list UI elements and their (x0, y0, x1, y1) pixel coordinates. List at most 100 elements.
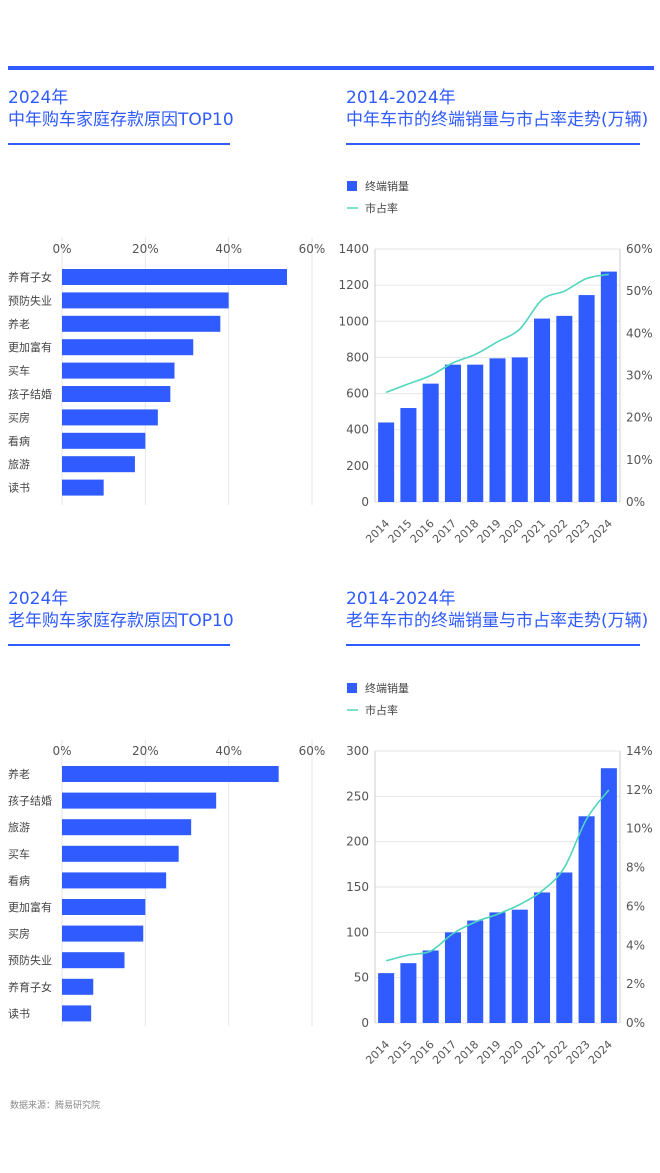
chart3-title-underline (8, 644, 230, 646)
legend-line-label: 市占率 (365, 703, 398, 717)
y-left-tick-label: 100 (346, 925, 369, 939)
bar (578, 816, 595, 1023)
chart4-title-line1: 2014-2024年 (346, 589, 456, 609)
y-left-tick-label: 300 (346, 744, 369, 758)
y-left-tick-label: 1400 (338, 242, 369, 256)
bar (600, 768, 617, 1023)
chart2-title-line1: 2014-2024年 (346, 88, 456, 108)
bar (422, 950, 439, 1023)
bar (62, 432, 146, 449)
x-tick-label: 40% (215, 744, 242, 758)
y-left-tick-label: 0 (361, 495, 369, 509)
bar (556, 872, 573, 1023)
bar (62, 872, 167, 889)
bar (534, 892, 551, 1023)
category-label: 旅游 (8, 457, 30, 471)
category-label: 更加富有 (8, 900, 52, 914)
y-left-tick-label: 800 (346, 350, 369, 364)
bar (378, 422, 395, 502)
bar (444, 932, 461, 1023)
x-tick-label: 2016 (408, 517, 437, 546)
chart4-title-line2: 老年车市的终端销量与市占率走势(万辆) (346, 611, 649, 631)
category-label: 看病 (8, 434, 30, 448)
x-tick-label: 60% (299, 744, 326, 758)
category-label: 孩子结婚 (8, 794, 52, 808)
category-label: 养老 (8, 767, 30, 781)
bar (62, 269, 287, 285)
bar (62, 479, 104, 496)
x-tick-label: 2019 (475, 517, 504, 546)
bar (400, 963, 417, 1023)
y-right-tick-label: 2% (626, 977, 645, 991)
category-label: 看病 (8, 873, 30, 887)
top-accent-bar (8, 66, 654, 70)
share-line (385, 273, 610, 394)
y-left-tick-label: 0 (361, 1016, 369, 1030)
bar (444, 364, 461, 502)
bar (62, 766, 279, 782)
chart2-title-line2: 中年车市的终端销量与市占率走势(万辆) (346, 110, 649, 130)
x-tick-label: 2024 (586, 517, 615, 546)
x-tick-label: 20% (132, 242, 159, 256)
bar (400, 408, 417, 502)
x-tick-label: 2023 (564, 1038, 593, 1067)
x-tick-label: 2014 (363, 517, 392, 546)
x-tick-label: 2015 (386, 517, 415, 546)
bar (62, 292, 229, 309)
x-tick-label: 2017 (430, 517, 459, 546)
y-right-tick-label: 60% (626, 242, 653, 256)
category-label: 旅游 (8, 820, 30, 834)
y-right-tick-label: 30% (626, 369, 653, 383)
x-tick-label: 2021 (519, 517, 548, 546)
x-tick-label: 0% (52, 744, 71, 758)
x-tick-label: 2022 (541, 1038, 570, 1067)
x-tick-label: 60% (299, 242, 326, 256)
legend-bar-swatch (347, 181, 357, 191)
legend-line-label: 市占率 (365, 201, 398, 215)
bar (62, 409, 158, 426)
y-left-tick-label: 200 (346, 835, 369, 849)
bar (578, 295, 595, 502)
y-right-tick-label: 14% (626, 744, 653, 758)
bar (62, 899, 146, 915)
y-left-tick-label: 250 (346, 789, 369, 803)
bar (62, 456, 135, 473)
y-left-tick-label: 200 (346, 459, 369, 473)
bar (62, 952, 125, 969)
y-right-tick-label: 20% (626, 411, 653, 425)
x-tick-label: 2023 (564, 517, 593, 546)
bar (422, 383, 439, 502)
category-label: 预防失业 (8, 953, 52, 967)
x-tick-label: 2024 (586, 1038, 615, 1067)
bar (489, 358, 506, 502)
chart2-title-underline (346, 143, 640, 145)
bar (62, 845, 179, 862)
category-label: 养育子女 (8, 980, 52, 994)
bar (511, 357, 528, 502)
x-tick-label: 20% (132, 744, 159, 758)
share-line (385, 789, 610, 962)
category-label: 读书 (8, 1006, 30, 1020)
chart1-title-underline (8, 143, 230, 145)
x-tick-label: 2020 (497, 517, 526, 546)
y-left-tick-label: 400 (346, 423, 369, 437)
y-right-tick-label: 40% (626, 326, 653, 340)
x-tick-label: 2019 (475, 1038, 504, 1067)
x-tick-label: 2015 (386, 1038, 415, 1067)
chart3-title-line1: 2024年 (8, 589, 69, 609)
x-tick-label: 2022 (541, 517, 570, 546)
bar (467, 364, 484, 502)
y-right-tick-label: 12% (626, 783, 653, 797)
y-left-tick-label: 1200 (338, 278, 369, 292)
bar (556, 315, 573, 502)
bar (378, 973, 395, 1023)
category-label: 买房 (8, 928, 30, 941)
y-right-tick-label: 0% (626, 495, 645, 509)
y-left-tick-label: 1000 (338, 314, 369, 328)
source-note: 数据来源：腾易研究院 (10, 1101, 101, 1111)
legend-bar-swatch (347, 683, 357, 693)
y-right-tick-label: 10% (626, 822, 653, 836)
